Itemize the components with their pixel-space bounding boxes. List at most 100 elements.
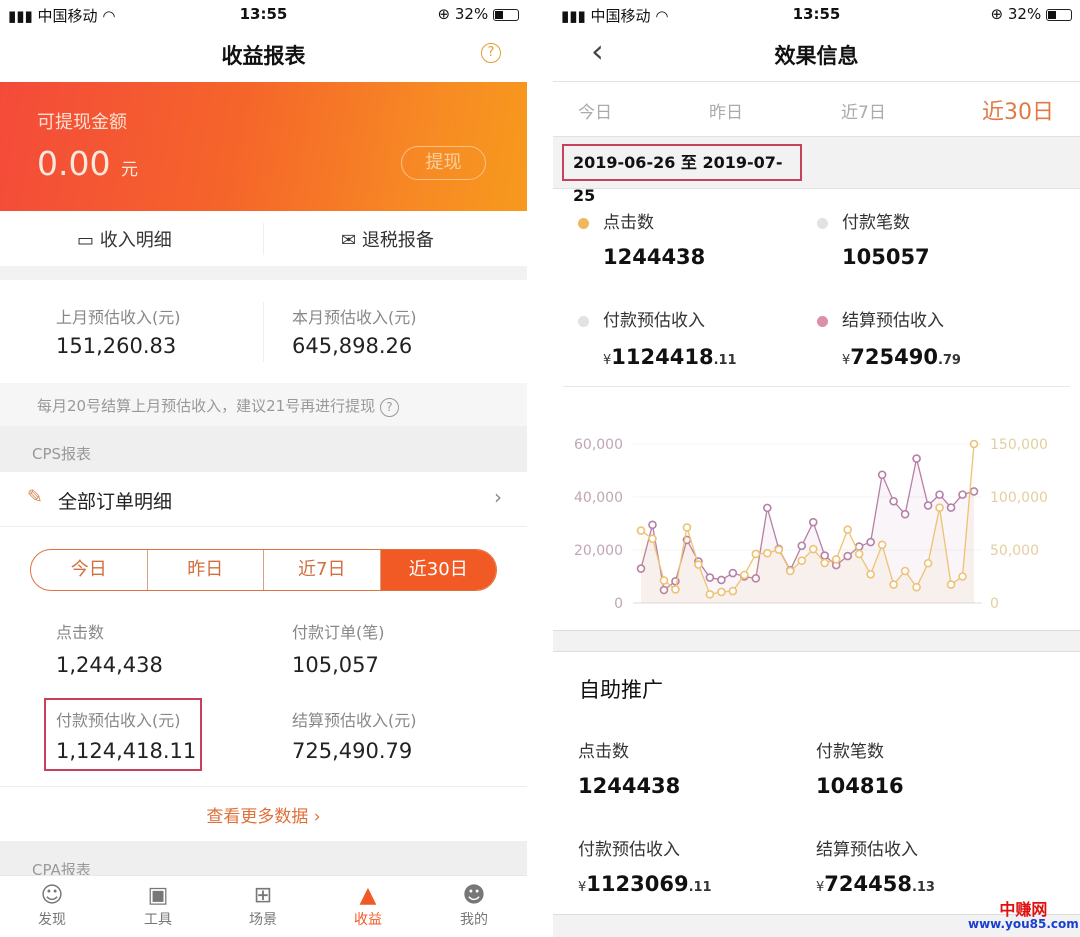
status-bar: ▮▮▮ 中国移动 ◠ 13:55 ⊕ 32% <box>0 0 527 28</box>
promo-settled-income: 结算预估收入 ¥724458.13 <box>816 835 935 896</box>
carrier: 中国移动 <box>37 7 98 25</box>
data-point <box>935 490 944 499</box>
user-icon: ☻ <box>462 883 486 908</box>
nav-label: 收益 <box>354 912 382 928</box>
income-detail-button[interactable]: ▭ 收入明细 <box>77 226 172 252</box>
data-point <box>751 549 761 559</box>
data-point <box>877 470 887 480</box>
stat-clicks: 点击数 1,244,438 <box>56 619 163 677</box>
data-point <box>820 551 830 560</box>
nav-tools[interactable]: ▣ 工具 <box>128 883 188 929</box>
tab-7-days[interactable]: 近7日 <box>841 103 886 123</box>
promo-clicks: 点击数 1244438 <box>578 737 680 798</box>
rotation-lock-icon: ⊕ <box>437 5 451 23</box>
summary-settled-income: 结算预估收入 ¥725490.79 <box>817 306 961 369</box>
this-month-value: 645,898.26 <box>292 334 413 358</box>
data-point <box>889 580 898 589</box>
summary-label: 付款预估收入 <box>603 311 705 331</box>
help-icon[interactable]: ? <box>379 398 399 417</box>
stat-value: 724458 <box>824 872 912 896</box>
data-point <box>843 525 852 534</box>
data-point <box>705 573 715 582</box>
balance-unit: 元 <box>120 160 138 180</box>
cpa-section-header: CPA报表 <box>32 861 91 879</box>
data-point <box>659 576 669 585</box>
wifi-icon: ◠ <box>102 7 116 25</box>
stat-label: 付款预估收入(元) <box>56 711 181 730</box>
series-area <box>641 444 974 603</box>
tab-today[interactable]: 今日 <box>31 550 148 590</box>
stat-label: 结算预估收入 <box>816 840 918 860</box>
data-point <box>763 503 772 513</box>
data-point <box>659 585 669 595</box>
data-point <box>912 582 921 592</box>
tab-7-days[interactable]: 近7日 <box>264 550 381 590</box>
withdraw-button[interactable]: 提现 <box>401 146 486 180</box>
cpa-section: CPA报表 <box>0 841 527 879</box>
view-more-link[interactable]: 查看更多数据 › <box>0 802 527 827</box>
help-icon[interactable]: ? <box>481 43 501 63</box>
clock: 13:55 <box>239 5 288 23</box>
stat-value: 104816 <box>816 774 904 798</box>
this-month-label: 本月预估收入(元) <box>292 308 417 327</box>
data-point <box>671 585 680 594</box>
right-tick-label: 100,000 <box>990 490 1048 506</box>
data-point <box>808 544 818 554</box>
legend-dot <box>817 218 828 229</box>
legend-dot <box>578 316 589 327</box>
tax-filing-label: 退税报备 <box>361 230 434 251</box>
rotation-lock-icon: ⊕ <box>990 5 1004 23</box>
watermark-url: www.you85.com <box>968 917 1079 931</box>
data-point <box>648 534 657 543</box>
tab-yesterday[interactable]: 昨日 <box>709 103 743 123</box>
last-month-label: 上月预估收入(元) <box>56 308 181 327</box>
currency: ¥ <box>816 880 825 895</box>
carrier: 中国移动 <box>590 7 651 25</box>
notice-section: 每月20号结算上月预估收入，建议21号再进行提现 ? CPS报表 <box>0 383 527 472</box>
data-point <box>866 537 875 547</box>
battery-icon <box>1046 8 1072 21</box>
summary-label: 结算预估收入 <box>842 311 944 331</box>
currency: ¥ <box>578 880 587 895</box>
nav-scenes[interactable]: ⊞ 场景 <box>233 883 293 929</box>
balance-label: 可提现金额 <box>37 112 127 133</box>
divider <box>563 386 1070 387</box>
back-button[interactable]: ‹ <box>591 32 604 70</box>
last-month-income: 上月预估收入(元) 151,260.83 <box>56 304 181 358</box>
data-point <box>831 555 841 564</box>
data-point <box>797 541 807 551</box>
data-point <box>969 439 979 449</box>
stat-label: 结算预估收入(元) <box>292 711 417 730</box>
nav-discover[interactable]: ☺ 发现 <box>22 883 82 929</box>
period-tabs: 今日 昨日 近7日 近30日 <box>553 81 1080 136</box>
stat-value: 1123069 <box>586 872 689 896</box>
currency: ¥ <box>842 353 851 368</box>
watermark-name: 中赚网 <box>999 900 1048 919</box>
data-point <box>717 575 726 585</box>
data-point <box>958 572 967 581</box>
data-point <box>866 569 875 579</box>
all-orders-row[interactable]: ✎ 全部订单明细 › <box>0 472 527 527</box>
date-range[interactable]: 2019-06-26 至 2019-07-25 <box>562 144 802 205</box>
left-tick-label: 20,000 <box>574 543 623 559</box>
nav-earnings[interactable]: ▲ 收益 <box>338 883 398 929</box>
stat-decimals: .13 <box>911 880 935 895</box>
tab-yesterday[interactable]: 昨日 <box>148 550 264 590</box>
data-point <box>912 454 921 463</box>
right-tick-label: 50,000 <box>990 543 1039 559</box>
grid-icon: ⊞ <box>253 883 273 908</box>
summary-decimals: .11 <box>713 353 737 368</box>
data-point <box>694 560 703 569</box>
status-bar: ▮▮▮ 中国移动 ◠ 13:55 ⊕ 32% <box>553 0 1080 28</box>
tab-30-days[interactable]: 近30日 <box>380 550 496 590</box>
tab-30-days[interactable]: 近30日 <box>982 100 1054 125</box>
promo-payments: 付款笔数 104816 <box>816 737 904 798</box>
tab-today[interactable]: 今日 <box>578 103 612 123</box>
data-point <box>958 490 967 499</box>
summary-value: 1244438 <box>603 245 706 269</box>
nav-mine[interactable]: ☻ 我的 <box>444 883 504 929</box>
right-tick-label: 0 <box>990 596 999 612</box>
tax-filing-button[interactable]: ✉ 退税报备 <box>341 226 434 252</box>
battery-percent: 32% <box>1007 5 1042 23</box>
envelope-icon: ✉ <box>341 230 357 251</box>
